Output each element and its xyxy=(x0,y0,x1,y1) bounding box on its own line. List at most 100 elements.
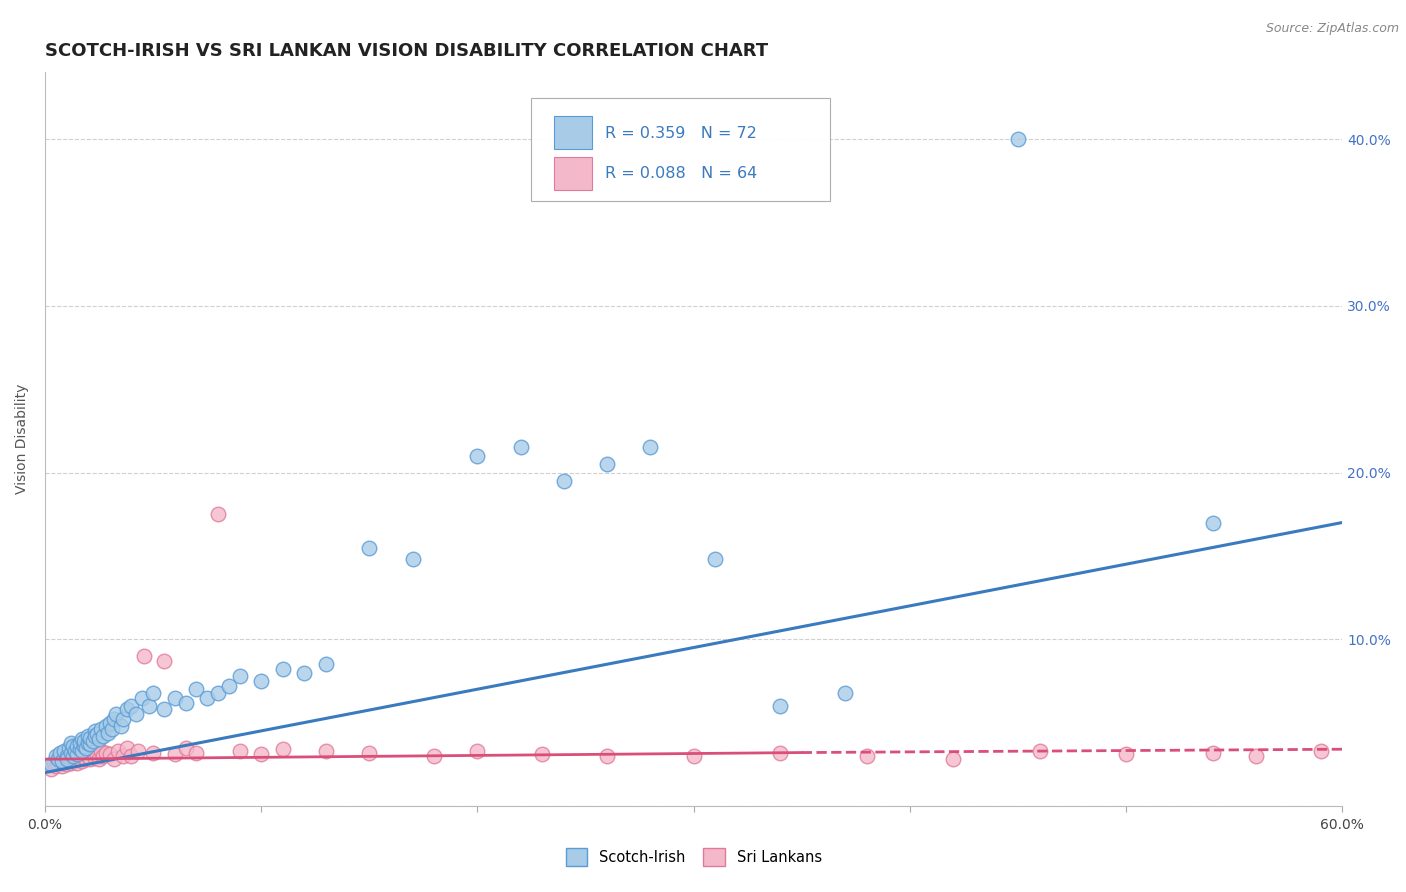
Point xyxy=(105,707,128,722)
Point xyxy=(596,457,619,471)
Point xyxy=(77,735,100,749)
Point xyxy=(62,754,84,768)
Point xyxy=(228,744,250,758)
Point xyxy=(1201,746,1223,760)
Point xyxy=(769,698,792,713)
Point xyxy=(79,737,101,751)
Point xyxy=(94,719,117,733)
Point xyxy=(70,754,93,768)
Point xyxy=(82,746,104,760)
Point xyxy=(70,732,93,747)
Point xyxy=(58,740,80,755)
Point xyxy=(41,762,63,776)
Point xyxy=(271,662,294,676)
Point xyxy=(62,748,84,763)
Point xyxy=(1007,132,1029,146)
Point xyxy=(73,734,96,748)
FancyBboxPatch shape xyxy=(554,117,592,150)
Point xyxy=(58,754,80,768)
Point xyxy=(207,685,229,699)
Point xyxy=(69,735,91,749)
Point xyxy=(45,759,67,773)
Point xyxy=(704,552,727,566)
Point xyxy=(87,732,110,747)
Point xyxy=(59,735,82,749)
Point xyxy=(49,746,72,760)
Point xyxy=(120,748,142,763)
Point xyxy=(53,756,76,770)
Point xyxy=(315,744,337,758)
Point xyxy=(73,750,96,764)
Point xyxy=(531,747,554,762)
Point xyxy=(103,752,125,766)
Point xyxy=(51,748,73,763)
Point xyxy=(1115,747,1137,762)
Point xyxy=(94,746,117,760)
Text: SCOTCH-IRISH VS SRI LANKAN VISION DISABILITY CORRELATION CHART: SCOTCH-IRISH VS SRI LANKAN VISION DISABI… xyxy=(45,42,768,60)
Point xyxy=(153,654,176,668)
Point xyxy=(142,685,165,699)
FancyBboxPatch shape xyxy=(531,98,830,201)
Text: Source: ZipAtlas.com: Source: ZipAtlas.com xyxy=(1265,22,1399,36)
Point xyxy=(51,754,73,768)
Point xyxy=(250,673,273,688)
Text: R = 0.359   N = 72: R = 0.359 N = 72 xyxy=(606,126,758,141)
Point xyxy=(41,757,63,772)
Point xyxy=(120,698,142,713)
Point xyxy=(69,752,91,766)
Point xyxy=(65,744,87,758)
Point xyxy=(69,746,91,760)
Point xyxy=(53,744,76,758)
Point xyxy=(174,696,197,710)
Point xyxy=(186,682,208,697)
Point xyxy=(59,746,82,760)
Point xyxy=(207,507,229,521)
Point xyxy=(73,739,96,753)
Point xyxy=(70,744,93,758)
Point xyxy=(93,729,115,743)
Point xyxy=(467,744,489,758)
Point xyxy=(62,739,84,753)
Point xyxy=(218,679,240,693)
Point xyxy=(79,731,101,745)
Point xyxy=(359,541,381,555)
Point xyxy=(66,747,89,762)
Point xyxy=(131,690,153,705)
Point xyxy=(101,723,124,737)
Point xyxy=(87,752,110,766)
Text: R = 0.088   N = 64: R = 0.088 N = 64 xyxy=(606,166,758,181)
Point xyxy=(49,754,72,768)
Point xyxy=(75,752,97,766)
Point xyxy=(46,757,69,772)
Y-axis label: Vision Disability: Vision Disability xyxy=(15,384,30,494)
Point xyxy=(682,748,704,763)
Point xyxy=(834,685,856,699)
Point xyxy=(86,747,108,762)
Point xyxy=(640,441,662,455)
Point xyxy=(79,752,101,766)
Point xyxy=(55,752,77,766)
Point xyxy=(77,748,100,763)
Point xyxy=(93,748,115,763)
Point xyxy=(163,690,186,705)
Point xyxy=(153,702,176,716)
Point xyxy=(55,752,77,766)
Point xyxy=(174,740,197,755)
Point xyxy=(97,725,120,739)
Point xyxy=(111,712,134,726)
Point xyxy=(83,723,105,738)
Point xyxy=(855,748,877,763)
Point xyxy=(86,727,108,741)
Point xyxy=(163,747,186,762)
Point xyxy=(90,744,112,758)
Point xyxy=(596,748,619,763)
Point xyxy=(142,746,165,760)
Point xyxy=(59,756,82,770)
Point xyxy=(42,756,65,770)
Point xyxy=(509,441,531,455)
Point xyxy=(103,712,125,726)
Point xyxy=(125,707,148,722)
Point xyxy=(59,748,82,763)
Point xyxy=(186,746,208,760)
Point xyxy=(82,734,104,748)
